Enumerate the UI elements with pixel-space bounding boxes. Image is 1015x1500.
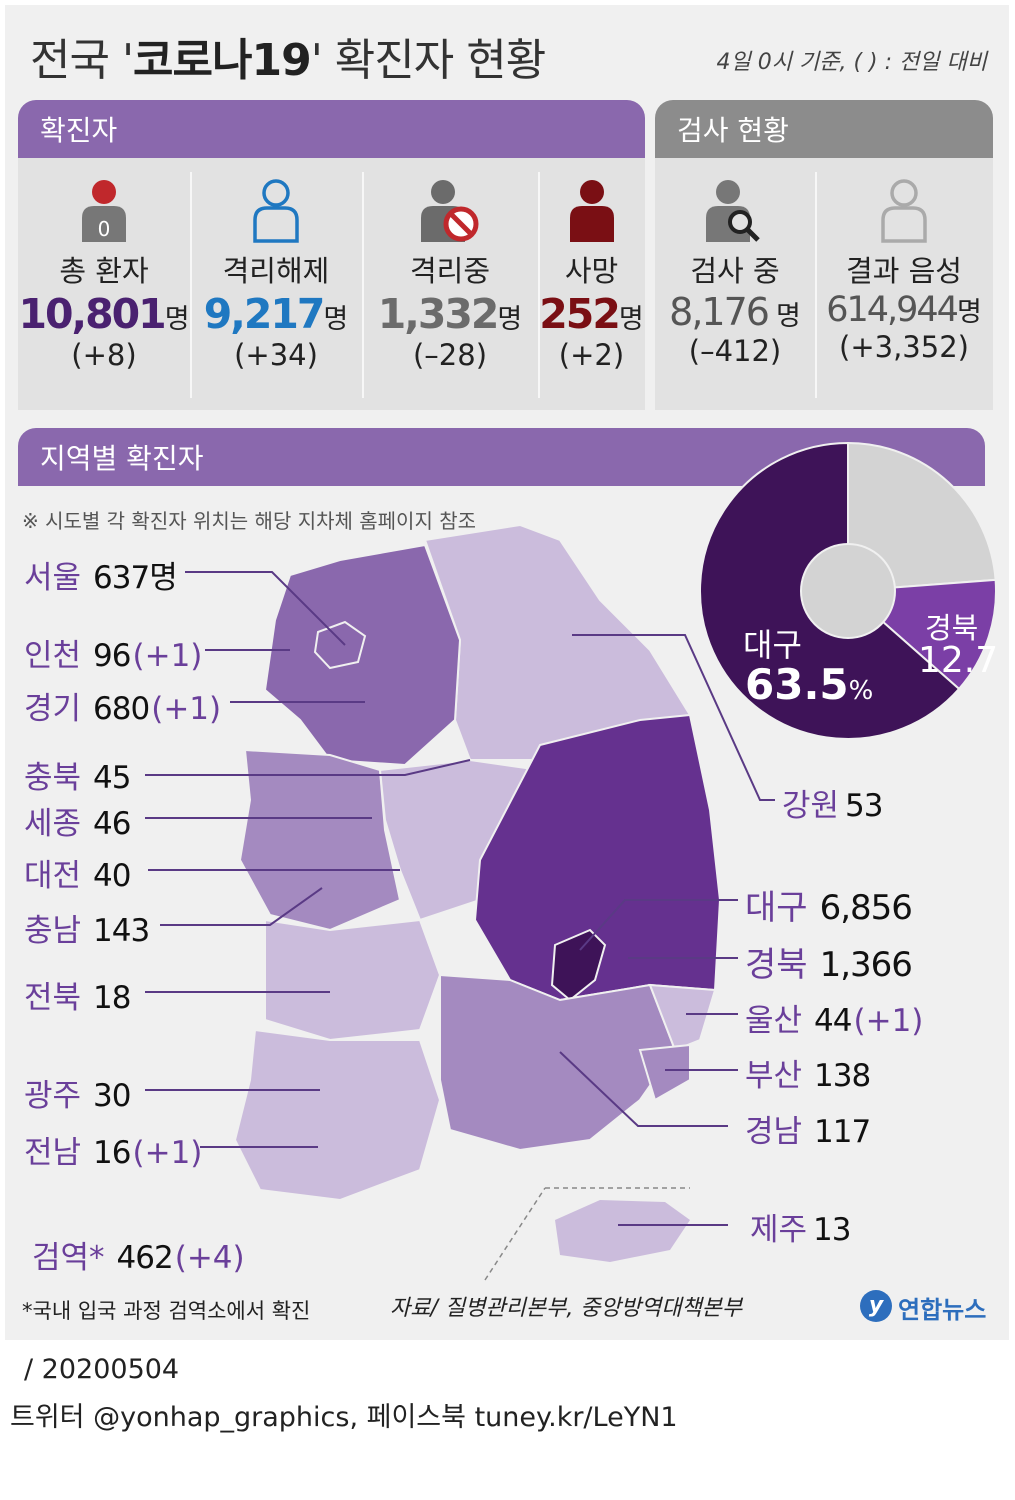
test-header: 검사 현황 [655, 100, 993, 158]
jeju-divider [484, 1187, 546, 1281]
person-zero-icon: 0 [82, 180, 126, 242]
stat-label: 격리중 [409, 254, 491, 288]
pie-slice-other [847, 441, 997, 593]
region-busan: 부산 138 [745, 1058, 871, 1094]
stat-change: (+8) [71, 338, 137, 372]
confirmed-header: 확진자 [18, 100, 645, 158]
social-links: 트위터 @yonhap_graphics, 페이스북 tuney.kr/LeYN… [10, 1402, 678, 1433]
stat-value: 1,332명 [377, 290, 523, 338]
person-magnifier-icon [706, 180, 760, 242]
region-gyeongnam: 경남 117 [745, 1114, 871, 1150]
pie-gyeongbuk-label: 경북 [925, 611, 979, 645]
page-title: 전국 '코로나19' 확진자 현황 [30, 35, 546, 86]
stat-total: 0 총 환자 10,801명 (+8) [18, 178, 190, 372]
stat-isolated: 격리중 1,332명 (–28) [362, 178, 538, 372]
map-seoul [313, 620, 367, 670]
stat-value: 252명 [539, 290, 644, 338]
region-gangwon: 강원 53 [782, 788, 884, 824]
pie-daegu-value: 63.5% [745, 660, 874, 709]
stat-label: 검사 중 [690, 254, 780, 288]
region-incheon: 인천 96(+1) [24, 638, 203, 674]
stat-released: 격리해제 9,217명 (+34) [190, 178, 362, 372]
map-jeonbuk [264, 918, 442, 1042]
stat-value: 10,801명 [18, 290, 190, 338]
basis-note: 4일 0시 기준, ( ) : 전일 대비 [716, 50, 987, 75]
stat-label: 총 환자 [59, 254, 149, 288]
region-gyeongbuk: 경북 1,366 [745, 945, 913, 985]
stat-change: (–28) [412, 338, 488, 372]
confirmed-stats-box [18, 158, 645, 410]
map-jeju [555, 1200, 690, 1262]
map-jeonnam [233, 1028, 442, 1202]
data-source: 자료/ 질병관리본부, 중앙방역대책본부 [390, 1296, 743, 1321]
region-chungnam: 충남 143 [24, 913, 150, 949]
region-daejeon: 대전 40 [24, 858, 132, 894]
region-jeonbuk: 전북 18 [24, 980, 132, 1016]
region-sejong: 세종 46 [24, 806, 132, 842]
stat-negative: 결과 음성 614,944명 (+3,352) [815, 178, 993, 364]
stat-value: 614,944명 [826, 290, 982, 330]
pie-daegu-label: 대구 [743, 626, 802, 664]
region-quarantine: 검역* 462(+4) [32, 1240, 245, 1276]
regional-note: ※ 시도별 각 확진자 위치는 해당 지차체 홈페이지 참조 [22, 509, 477, 533]
person-gray-outline-icon [881, 179, 927, 243]
region-jeonnam: 전남 16(+1) [24, 1135, 203, 1171]
quarantine-footnote: *국내 입국 과정 검역소에서 확진 [22, 1299, 311, 1323]
region-gyeonggi: 경기 680(+1) [24, 691, 222, 727]
stat-deaths: 사망 252명 (+2) [538, 178, 645, 372]
korea-map [145, 523, 775, 1281]
stat-label: 격리해제 [222, 254, 330, 288]
person-dark-red-icon [569, 180, 614, 242]
stat-testing: 검사 중 8,176 명 (–412) [655, 178, 815, 368]
person-outline-icon [253, 179, 299, 243]
map-gyeonggi [263, 543, 462, 767]
divider [362, 172, 364, 398]
stat-change: (+3,352) [839, 330, 969, 364]
stat-change: (+2) [558, 338, 625, 372]
map-ulsan [648, 983, 717, 1052]
person-prohibited-icon [421, 180, 479, 242]
region-ulsan: 울산 44(+1) [745, 1003, 924, 1039]
region-share-pie [699, 441, 997, 740]
yonhap-logo-icon: y [860, 1290, 892, 1322]
region-chungbuk: 충북 45 [24, 760, 132, 796]
yonhap-logo: y 연합뉴스 [860, 1284, 1000, 1328]
region-gwangju: 광주 30 [24, 1078, 132, 1114]
test-stats-box [655, 158, 993, 410]
map-busan [638, 1043, 691, 1102]
region-jeju: 제주 13 [750, 1212, 852, 1248]
stat-label: 사망 [564, 254, 619, 288]
svg-text:0: 0 [98, 217, 111, 241]
region-seoul: 서울 637명 [24, 560, 178, 596]
stat-change: (+34) [234, 338, 318, 372]
leader-lines [145, 571, 775, 1226]
map-daegu [550, 928, 607, 1002]
divider [538, 172, 540, 398]
map-gyeongnam [439, 973, 677, 1152]
stat-value: 8,176 명 [669, 290, 801, 334]
publish-date: / 20200504 [24, 1354, 180, 1385]
stat-value: 9,217명 [203, 290, 349, 338]
stat-label: 결과 음성 [846, 254, 962, 288]
pie-center-hole [800, 543, 896, 639]
stat-change: (–412) [688, 334, 782, 368]
pie-gyeongbuk-value: 12.7 [918, 640, 999, 681]
divider [815, 172, 817, 398]
map-chungnam [238, 748, 402, 932]
region-daegu: 대구 6,856 [745, 888, 913, 928]
divider [190, 172, 192, 398]
